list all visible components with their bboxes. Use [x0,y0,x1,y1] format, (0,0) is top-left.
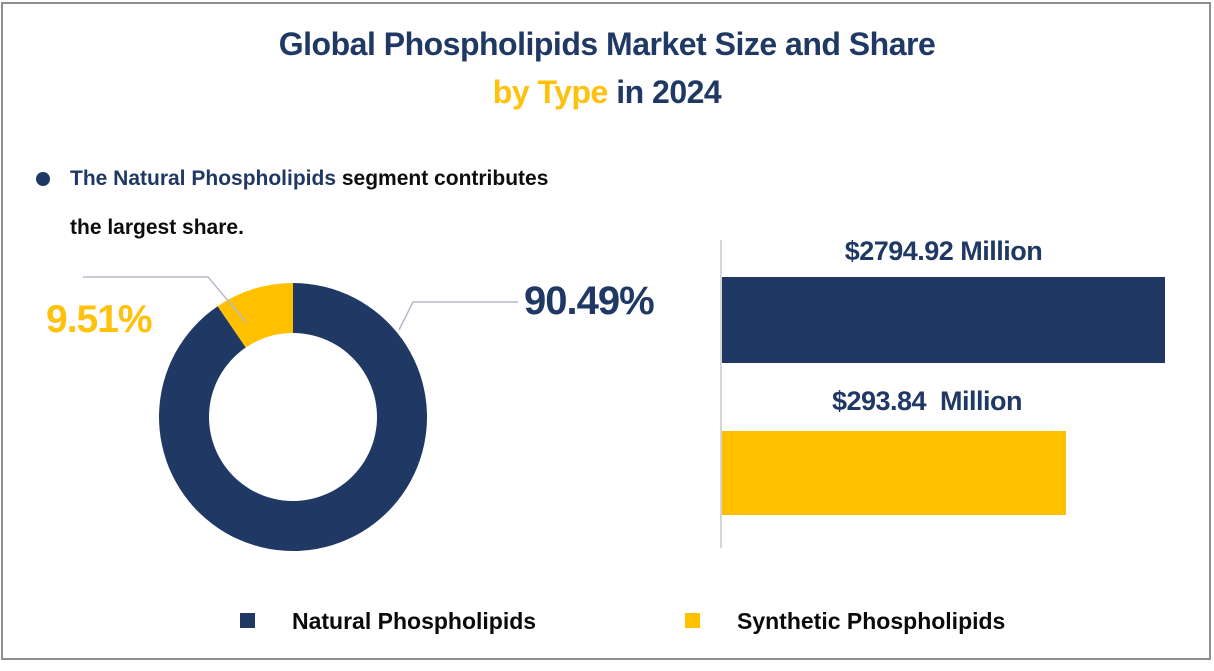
insight-text-line1: The Natural Phospholipids segment contri… [70,167,548,191]
insight-highlight: The Natural Phospholipids [70,167,337,190]
bar-chart-axis [720,240,722,548]
insight-text-line2: the largest share. [70,216,244,239]
legend-label-natural: Natural Phospholipids [292,608,537,634]
bar-synthetic [722,431,1066,515]
title-year: in 2024 [607,74,722,110]
bar-natural [722,277,1165,363]
donut-label-natural-pct: 90.49% [524,279,655,323]
title-highlight: by Type [492,74,609,110]
legend-swatch-synthetic [685,613,700,628]
donut-slice-natural [159,283,427,551]
insight-rest: segment contributes [336,167,549,190]
bullet-icon [36,172,50,186]
donut-label-synthetic-pct: 9.51% [46,298,153,341]
bar-value-label-synthetic: $293.84 Million [831,386,1023,416]
legend-label-synthetic: Synthetic Phospholipids [737,608,1006,634]
bar-value-label-natural: $2794.92 Million [844,236,1043,266]
title-line2: by Type in 2024 [0,74,1214,111]
title-line1: Global Phospholipids Market Size and Sha… [278,26,936,62]
legend-swatch-natural [240,613,255,628]
page-title: Global Phospholipids Market Size and Sha… [0,26,1214,111]
donut-chart [159,283,427,551]
